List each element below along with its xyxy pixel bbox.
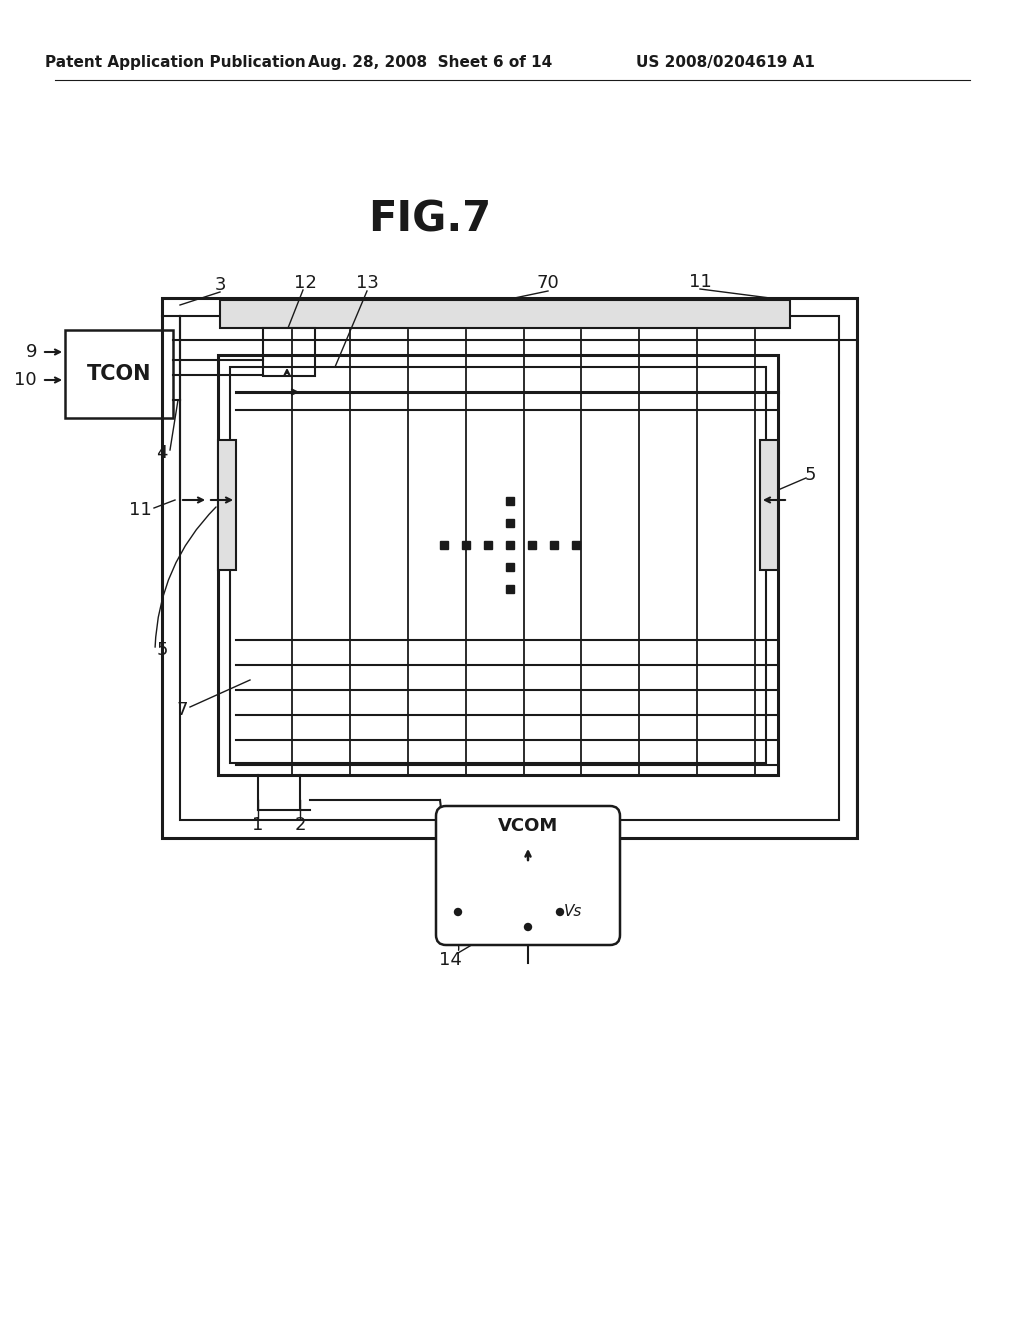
Bar: [760, 440, 778, 570]
Text: 13: 13: [355, 275, 379, 292]
FancyBboxPatch shape: [436, 807, 620, 945]
Bar: [65, 330, 173, 418]
Bar: [162, 298, 857, 838]
Bar: [263, 327, 315, 376]
Text: 5: 5: [804, 466, 816, 484]
Text: TCON: TCON: [87, 364, 152, 384]
Text: FIG.7: FIG.7: [369, 199, 492, 242]
Circle shape: [524, 924, 531, 931]
Text: Aug. 28, 2008  Sheet 6 of 14: Aug. 28, 2008 Sheet 6 of 14: [308, 54, 552, 70]
Bar: [440, 541, 449, 549]
Bar: [550, 541, 558, 549]
Text: 9: 9: [26, 343, 37, 360]
Circle shape: [556, 908, 563, 916]
Text: 12: 12: [294, 275, 316, 292]
Text: 2: 2: [294, 816, 306, 834]
Bar: [506, 519, 514, 527]
Bar: [484, 541, 492, 549]
Text: VCOM: VCOM: [498, 817, 558, 836]
Text: 11: 11: [129, 502, 152, 519]
Text: Vs: Vs: [564, 904, 583, 920]
Bar: [528, 541, 536, 549]
Bar: [220, 300, 790, 327]
Text: 10: 10: [14, 371, 37, 389]
Text: 7: 7: [176, 701, 188, 719]
Bar: [506, 585, 514, 593]
Bar: [572, 541, 580, 549]
Text: 4: 4: [157, 444, 168, 462]
Circle shape: [455, 908, 462, 916]
Text: 1: 1: [252, 816, 264, 834]
Text: US 2008/0204619 A1: US 2008/0204619 A1: [636, 54, 814, 70]
Bar: [506, 498, 514, 506]
Bar: [230, 367, 766, 763]
Bar: [218, 355, 778, 775]
Bar: [218, 440, 236, 570]
Text: 5: 5: [157, 642, 168, 659]
Bar: [462, 541, 470, 549]
Text: Patent Application Publication: Patent Application Publication: [45, 54, 305, 70]
Text: 11: 11: [688, 273, 712, 290]
Text: 3: 3: [214, 276, 225, 294]
Text: 70: 70: [537, 275, 559, 292]
Bar: [180, 315, 839, 820]
Text: 14: 14: [438, 950, 462, 969]
Bar: [506, 564, 514, 572]
Bar: [506, 541, 514, 549]
